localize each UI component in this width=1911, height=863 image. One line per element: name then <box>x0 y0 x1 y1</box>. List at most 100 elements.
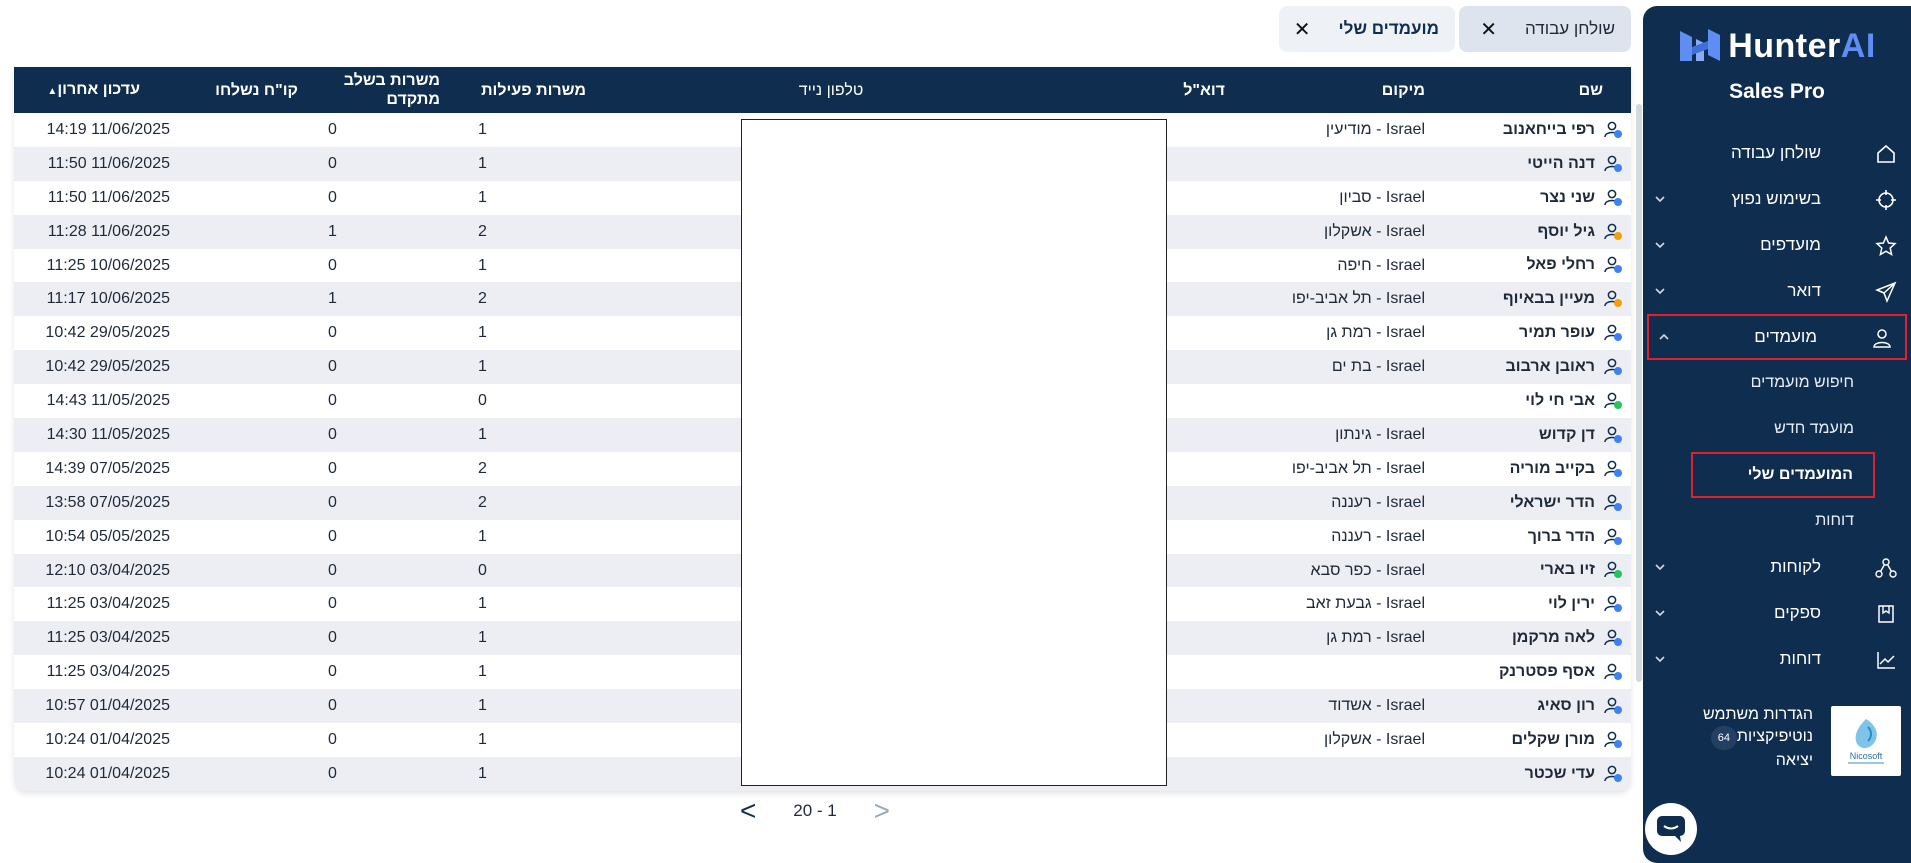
sidebar-item-suppliers[interactable]: ספקים <box>1643 590 1911 636</box>
col-header-location[interactable]: מיקום <box>1381 81 1425 99</box>
table-row[interactable]: מורן שקלים Israel - אשקלון 1 0 01/04/2025 10… <box>14 723 1631 757</box>
candidate-name-cell[interactable]: בקייב מוריה <box>1433 452 1631 486</box>
next-page-button[interactable]: > <box>873 795 890 826</box>
candidate-name-cell[interactable]: רחלי פאל <box>1433 249 1631 283</box>
candidate-name-cell[interactable]: גיל יוסף <box>1433 215 1631 249</box>
sidebar-item-clients[interactable]: לקוחות <box>1643 544 1911 590</box>
prev-page-button[interactable]: < <box>740 795 757 826</box>
col-header-phone[interactable]: טלפון נייד <box>798 81 864 99</box>
sidebar-subitem-search-candidates[interactable]: חיפוש מועמדים <box>1750 374 1854 391</box>
col-header-name[interactable]: שם <box>1578 81 1603 99</box>
last-update-cell: 03/04/2025 12:10 <box>45 561 170 579</box>
candidate-name-cell[interactable]: ירין לוי <box>1433 587 1631 621</box>
candidate-name: דן קדוש <box>1538 426 1595 444</box>
col-header-email[interactable]: דוא"ל <box>1183 81 1225 99</box>
table-row[interactable]: אבי חי לוי 0 0 11/05/2025 14:43 <box>14 384 1631 418</box>
candidate-name-cell[interactable]: הדר ישראלי <box>1433 486 1631 520</box>
active-jobs-cell: 1 <box>478 764 487 782</box>
active-jobs-cell: 1 <box>478 358 487 376</box>
notifications-link[interactable]: נוטיפיקציות64 <box>1703 726 1813 750</box>
table-row[interactable]: רפי בייחאנוב Israel - מודיעין 1 0 11/06/2025… <box>14 113 1631 147</box>
candidate-name-cell[interactable]: דנה הייטי <box>1433 147 1631 181</box>
table-row[interactable]: רחלי פאל Israel - חיפה 1 0 10/06/2025 11:25 <box>14 249 1631 283</box>
table-scrollbar[interactable] <box>1636 104 1642 682</box>
advanced-jobs-cell: 0 <box>328 629 337 647</box>
user-links: הגדרות משתמש נוטיפיקציות64 יציאה <box>1703 704 1813 772</box>
close-icon[interactable]: ✕ <box>1480 18 1497 41</box>
candidate-status-icon <box>1604 121 1622 138</box>
star-icon <box>1875 235 1897 257</box>
company-logo[interactable]: Nicosoft <box>1831 706 1901 776</box>
active-jobs-cell: 1 <box>478 629 487 647</box>
location-cell <box>1255 384 1433 418</box>
sidebar-item-candidates[interactable]: מועמדים <box>1647 314 1907 360</box>
close-icon[interactable]: ✕ <box>1293 18 1311 41</box>
tab-dashboard[interactable]: שולחן עבודה ✕ <box>1459 6 1631 52</box>
crosshair-icon <box>1876 190 1896 210</box>
candidate-name-cell[interactable]: מעיין בבאיוף <box>1433 282 1631 316</box>
brand-logo[interactable]: HunterAI <box>1643 24 1911 68</box>
candidate-name: גיל יוסף <box>1537 222 1595 240</box>
candidate-name-cell[interactable]: זיו בארי <box>1433 554 1631 588</box>
table-row[interactable]: ירין לוי Israel - גבעת זאב 1 0 03/04/2025 11… <box>14 587 1631 621</box>
logout-link[interactable]: יציאה <box>1775 752 1813 769</box>
advanced-jobs-cell: 0 <box>328 256 337 274</box>
bookmark-icon <box>1878 605 1894 623</box>
sidebar-item-favorites[interactable]: מועדפים <box>1643 222 1911 268</box>
col-header-active-jobs[interactable]: משרות פעילות <box>481 81 586 99</box>
advanced-jobs-cell: 0 <box>328 730 337 748</box>
candidate-name-cell[interactable]: דן קדוש <box>1433 418 1631 452</box>
candidate-name-cell[interactable]: מורן שקלים <box>1433 723 1631 757</box>
pagination: < 20 - 1 > <box>740 796 890 826</box>
col-header-last-update[interactable]: עדכון אחרון▲ <box>14 67 178 113</box>
candidate-status-icon <box>1604 257 1622 274</box>
table-row[interactable]: שני נצר Israel - סביון 1 0 11/06/2025 11:50 <box>14 181 1631 215</box>
candidate-name-cell[interactable]: לאה מרקמן <box>1433 621 1631 655</box>
sort-up-icon[interactable]: ▲ <box>47 85 58 97</box>
candidate-name-cell[interactable]: הדר ברוך <box>1433 520 1631 554</box>
sidebar-subitem-new-candidate[interactable]: מועמד חדש <box>1774 420 1854 437</box>
sidebar-item-label: מועמדים <box>1754 327 1817 346</box>
last-update-cell: 05/05/2025 10:54 <box>45 527 170 545</box>
table-row[interactable]: הדר ברוך Israel - רעננה 1 0 05/05/2025 10:54 <box>14 520 1631 554</box>
tab-my-candidates[interactable]: מועמדים שלי ✕ <box>1279 6 1455 52</box>
sidebar-item-dashboard[interactable]: שולחן עבודה <box>1643 130 1911 176</box>
advanced-jobs-cell: 0 <box>328 459 337 477</box>
last-update-cell: 11/06/2025 11:50 <box>47 154 170 172</box>
sidebar-item-label: ספקים <box>1774 603 1821 622</box>
location-cell: Israel - אשקלון <box>1324 730 1425 748</box>
network-icon <box>1875 558 1897 578</box>
active-jobs-cell: 2 <box>478 493 487 511</box>
location-cell: Israel - רעננה <box>1331 527 1425 545</box>
candidate-name-cell[interactable]: רון סאיג <box>1433 689 1631 723</box>
candidate-name-cell[interactable]: אסף פסטרנק <box>1433 655 1631 689</box>
sidebar-item-label: לקוחות <box>1770 557 1821 576</box>
candidate-name-cell[interactable]: שני נצר <box>1433 181 1631 215</box>
candidate-name-cell[interactable]: רפי בייחאנוב <box>1433 113 1631 147</box>
sidebar-subitem-my-candidates[interactable]: המועמדים שלי <box>1691 452 1875 498</box>
advanced-jobs-cell: 0 <box>328 595 337 613</box>
candidate-name-cell[interactable]: אבי חי לוי <box>1433 384 1631 418</box>
col-header-cv-sent[interactable]: קו"ח נשלחו <box>215 81 298 99</box>
chat-button[interactable] <box>1645 803 1697 855</box>
sidebar-item-reports[interactable]: דוחות <box>1643 636 1911 682</box>
table-row[interactable]: עופר תמיר Israel - רמת גן 1 0 29/05/2025 10:… <box>14 316 1631 350</box>
cv-sent-cell <box>178 587 318 621</box>
location-cell: Israel - אשדוד <box>1328 697 1425 715</box>
candidate-name-cell[interactable]: עדי שכטר <box>1433 757 1631 791</box>
user-settings-link[interactable]: הגדרות משתמש <box>1702 706 1813 723</box>
table-row[interactable]: בקייב מוריה Israel - תל אביב-יפו 2 0 07/05/2… <box>14 452 1631 486</box>
sidebar-item-common[interactable]: בשימוש נפוץ <box>1643 176 1911 222</box>
advanced-jobs-cell: 0 <box>328 425 337 443</box>
cv-sent-cell <box>178 215 318 249</box>
col-header-advanced-jobs[interactable]: משרות בשלב מתקדם <box>343 72 440 108</box>
advanced-jobs-cell: 0 <box>328 358 337 376</box>
candidate-name-cell[interactable]: עופר תמיר <box>1433 316 1631 350</box>
candidate-name-cell[interactable]: ראובן ארבוב <box>1433 350 1631 384</box>
location-cell <box>1255 757 1433 791</box>
sidebar-item-mail[interactable]: דואר <box>1643 268 1911 314</box>
sidebar-subitem-reports[interactable]: דוחות <box>1815 512 1854 529</box>
table-row[interactable]: אסף פסטרנק 1 0 03/04/2025 11:25 <box>14 655 1631 689</box>
candidate-status-icon <box>1604 426 1622 443</box>
candidate-name: עופר תמיר <box>1519 324 1595 342</box>
